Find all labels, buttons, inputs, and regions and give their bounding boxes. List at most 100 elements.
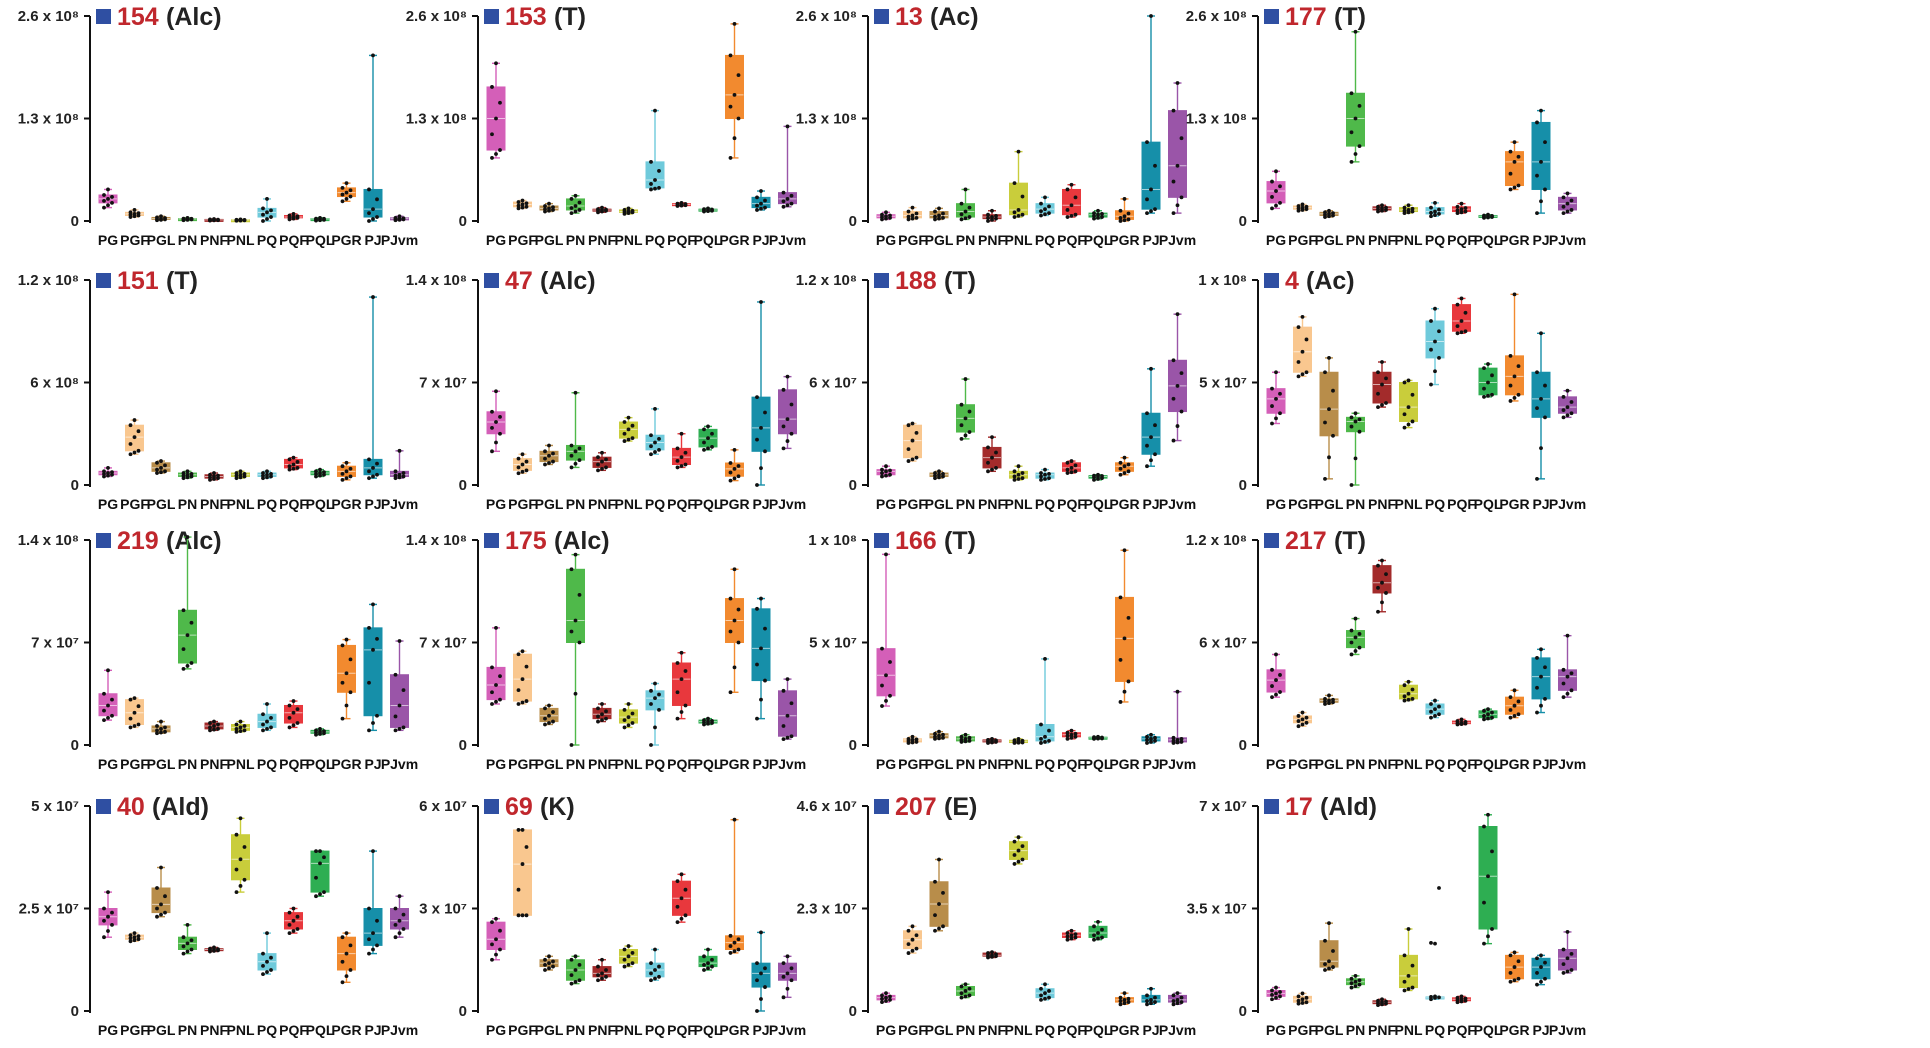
data-point [880, 993, 884, 998]
box-pgr [1115, 548, 1134, 704]
data-point [600, 450, 604, 455]
x-category-label: PJvm [769, 756, 806, 772]
data-point [626, 702, 631, 706]
data-point [1429, 347, 1433, 352]
data-point [910, 734, 915, 739]
data-point [159, 902, 163, 907]
x-category-label: PQL [1474, 232, 1503, 248]
data-point [1402, 698, 1407, 703]
data-point [914, 933, 919, 938]
data-point [1043, 982, 1047, 987]
data-point [159, 865, 163, 870]
data-point [367, 625, 371, 630]
data-point [1149, 740, 1153, 744]
data-point [242, 877, 247, 882]
data-point [1327, 959, 1331, 964]
data-point [937, 206, 941, 211]
data-point [340, 464, 345, 469]
data-point [106, 890, 110, 894]
data-point [706, 206, 710, 211]
data-point [789, 966, 794, 971]
data-point [1459, 210, 1464, 215]
data-point [933, 928, 937, 933]
x-category-label: PGR [1499, 496, 1529, 512]
data-point [543, 706, 547, 711]
data-point [1323, 938, 1327, 943]
box-pjvm [1168, 689, 1187, 745]
data-point [494, 389, 498, 394]
data-point [990, 217, 994, 222]
data-point [1096, 919, 1100, 924]
data-point [1149, 986, 1153, 991]
box-pn [956, 732, 975, 744]
data-point [937, 472, 941, 477]
data-point [1429, 995, 1433, 999]
box-iqr [1425, 320, 1445, 359]
data-point [884, 469, 888, 474]
data-point [1353, 419, 1358, 424]
x-category-label: PN [956, 1022, 975, 1038]
data-point [1535, 655, 1539, 660]
data-point [732, 466, 737, 471]
data-point [1353, 984, 1358, 989]
box-pgr [337, 931, 356, 985]
x-category-label: PGF [898, 1022, 927, 1038]
data-point [1516, 712, 1521, 717]
data-point [1171, 179, 1176, 184]
data-point [401, 471, 406, 475]
data-point [880, 996, 884, 1001]
data-point [986, 737, 990, 742]
data-point [755, 195, 759, 200]
data-point [238, 719, 243, 724]
data-point [295, 214, 300, 219]
data-point [1100, 735, 1104, 740]
data-point [1539, 674, 1543, 679]
data-point [888, 468, 892, 473]
data-point [736, 937, 741, 942]
data-point [781, 424, 786, 429]
x-category-label: PJ [364, 232, 381, 248]
data-point [1433, 306, 1437, 311]
data-point [1486, 212, 1490, 217]
box-iqr [1266, 388, 1286, 414]
box-pql [1088, 208, 1108, 221]
data-point [906, 928, 911, 933]
data-point [1300, 997, 1305, 1002]
data-point [1463, 996, 1468, 1001]
y-tick-label: 6 x 10⁸ [30, 375, 79, 392]
data-point [393, 672, 398, 677]
data-point [208, 946, 212, 951]
data-point [1331, 388, 1335, 393]
data-point [1482, 824, 1486, 829]
data-point [261, 951, 265, 956]
data-point [155, 886, 159, 890]
box-pj [1531, 108, 1551, 216]
data-point [884, 995, 888, 1000]
data-point [520, 677, 525, 682]
x-category-label: PNL [227, 1022, 255, 1038]
data-point [1069, 203, 1074, 208]
data-point [106, 203, 110, 208]
box-pnf [1372, 997, 1392, 1008]
y-tick-label: 0 [1239, 213, 1247, 230]
data-point [344, 951, 349, 956]
data-point [763, 985, 767, 989]
data-point [295, 914, 300, 919]
data-point [136, 704, 141, 709]
data-point [1043, 996, 1047, 1001]
data-point [216, 473, 220, 478]
data-point [375, 215, 379, 219]
data-point [393, 714, 398, 719]
data-point [291, 710, 296, 715]
data-point [1327, 693, 1331, 698]
data-point [1402, 988, 1407, 993]
data-point [1122, 689, 1127, 694]
data-point [1012, 215, 1017, 219]
data-point [1149, 458, 1153, 463]
data-point [1153, 739, 1157, 743]
data-point [702, 207, 706, 212]
box-pgf [903, 421, 922, 463]
panel-title-number: 177 [1285, 3, 1327, 31]
data-point [906, 423, 911, 428]
